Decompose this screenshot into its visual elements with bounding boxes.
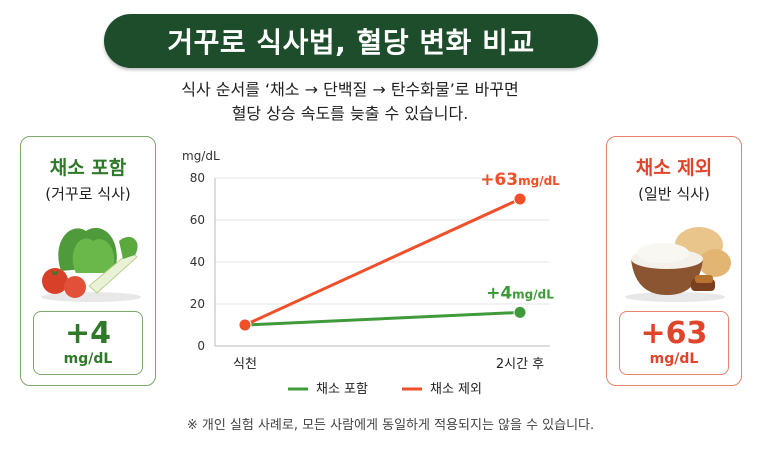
data-label: +4mg/dL <box>486 283 554 303</box>
without-vegetables-card: 채소 제외 (일반 식사) +63 mg/dL <box>606 136 742 386</box>
x-tick-label: 2시간 후 <box>496 357 544 372</box>
y-tick-label: 80 <box>190 171 205 185</box>
legend-label: 채소 제외 <box>430 382 482 397</box>
y-tick-label: 60 <box>190 213 205 227</box>
card-heading: 채소 제외 <box>635 157 713 179</box>
rice-bread-illustration <box>625 227 731 302</box>
data-label: +63mg/dL <box>480 170 560 190</box>
footnote: ※ 개인 실험 사례로, 모든 사람에게 동일하게 적용되지는 않을 수 있습니… <box>186 418 595 433</box>
glucose-change-unit: mg/dL <box>63 351 113 367</box>
y-tick-label: 40 <box>190 255 205 269</box>
vegetables-illustration <box>41 227 141 302</box>
legend-label: 채소 포함 <box>316 382 368 397</box>
subtitle-line-1: 식사 순서를 ‘채소 → 단백질 → 탄수화물’로 바꾸면 <box>181 80 519 99</box>
y-axis-label: mg/dL <box>182 149 220 163</box>
page-title: 거꾸로 식사법, 혈당 변화 비교 <box>167 26 535 59</box>
card-subheading: (일반 식사) <box>638 185 710 203</box>
y-tick-label: 0 <box>197 339 205 353</box>
card-subheading: (거꾸로 식사) <box>45 185 131 203</box>
glucose-line-chart: mg/dL 0 20 40 60 80 식천 2시간 후 +4mg/dL +63mg/dL 채소 포… <box>182 149 560 397</box>
data-point <box>238 318 252 332</box>
series-line <box>243 310 522 327</box>
glucose-change-unit: mg/dL <box>649 351 699 367</box>
y-tick-label: 20 <box>190 297 205 311</box>
data-point <box>513 192 527 206</box>
value-box: +4 mg/dL <box>33 311 143 375</box>
card-heading: 채소 포함 <box>49 157 127 179</box>
x-tick-label: 식천 <box>233 357 257 372</box>
value-box: +63 mg/dL <box>619 311 729 375</box>
title-banner: 거꾸로 식사법, 혈당 변화 비교 <box>104 14 598 68</box>
glucose-change-value: +63 <box>640 316 708 351</box>
subtitle: 식사 순서를 ‘채소 → 단백질 → 탄수화물’로 바꾸면 혈당 상승 속도를 … <box>140 78 560 126</box>
glucose-change-value: +4 <box>64 316 111 351</box>
series-line <box>243 197 522 327</box>
subtitle-line-2: 혈당 상승 속도를 늦출 수 있습니다. <box>231 104 469 123</box>
data-point <box>513 305 527 319</box>
with-vegetables-card: 채소 포함 (거꾸로 식사) +4 mg/dL <box>20 136 156 386</box>
